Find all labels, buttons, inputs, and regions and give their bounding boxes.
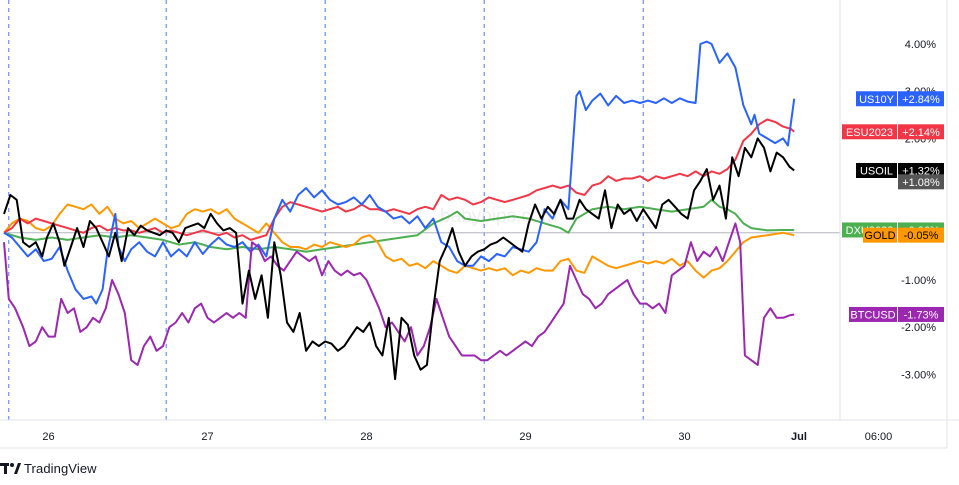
series-tag-name-box	[863, 227, 897, 243]
series-tags: US10Y+2.84%ESU2023+2.14%USOIL+1.32%DXU20…	[842, 91, 944, 322]
time-tick-label: 28	[360, 431, 372, 443]
time-tick-label: 27	[201, 431, 213, 443]
series-line-btcusd	[3, 222, 795, 366]
series-tag-value: +1.08%	[902, 177, 940, 189]
price-tick-label: -1.00%	[901, 275, 936, 287]
series-line-dxu2023	[3, 198, 795, 253]
series-tag-value: +2.84%	[902, 94, 940, 106]
series-tag-name: USOIL	[860, 165, 893, 177]
series-tag-value-box	[898, 162, 944, 178]
price-tick-label: 4.00%	[905, 39, 936, 51]
time-tick-label: 30	[678, 431, 690, 443]
series-tag-us10y: US10Y +2.84%	[856, 91, 944, 107]
series-line-usoil	[3, 137, 795, 381]
series-tag-value: -0.05%	[904, 230, 939, 242]
series-tag-value: +2.14%	[902, 127, 940, 139]
series-tag-value-box	[898, 174, 944, 190]
time-tick-label: 29	[519, 431, 531, 443]
series-tag-name-box	[849, 306, 897, 322]
series-tag-value-box	[898, 91, 944, 107]
series-tag-value-box	[898, 306, 944, 322]
time-axis: 26 27 28 29 30 Jul 06:00	[42, 431, 892, 443]
series-tag-name: BTCUSD	[850, 309, 895, 321]
series-line-us10y	[3, 40, 796, 305]
series-tag-name: ESU2023	[846, 127, 893, 139]
price-tick-label: -2.00%	[901, 322, 936, 334]
series-layer	[3, 40, 796, 381]
time-tick-label: 06:00	[865, 431, 893, 443]
series-tag-name: GOLD	[864, 230, 895, 242]
tradingview-footer[interactable]: TradingView	[0, 458, 97, 478]
series-tag-value-box	[898, 227, 944, 243]
tradingview-logo-icon	[0, 463, 21, 474]
series-tag-extra: +1.08%	[898, 174, 944, 190]
series-tag-name-box	[856, 91, 897, 107]
series-tag-name-box	[856, 162, 897, 178]
chart-background	[0, 0, 959, 460]
price-tick-label: -3.00%	[901, 369, 936, 381]
series-tag-value-box	[898, 124, 944, 140]
series-tag-esu2023: ESU2023 +2.14%	[842, 124, 944, 140]
series-tag-name: US10Y	[859, 94, 895, 106]
time-tick-label: Jul	[791, 431, 807, 443]
series-tag-value: -1.73%	[904, 309, 939, 321]
series-tag-name-box	[842, 124, 897, 140]
series-tag-btcusd: BTCUSD -1.73%	[849, 306, 944, 322]
time-tick-label: 26	[42, 431, 54, 443]
brand-name: TradingView	[24, 460, 97, 476]
series-line-gold	[3, 203, 795, 279]
comparison-chart[interactable]: 4.00%3.00%2.00%-1.00%-2.00%-3.00% 262728…	[0, 0, 959, 460]
series-tag-gold: GOLD -0.05%	[863, 227, 944, 243]
